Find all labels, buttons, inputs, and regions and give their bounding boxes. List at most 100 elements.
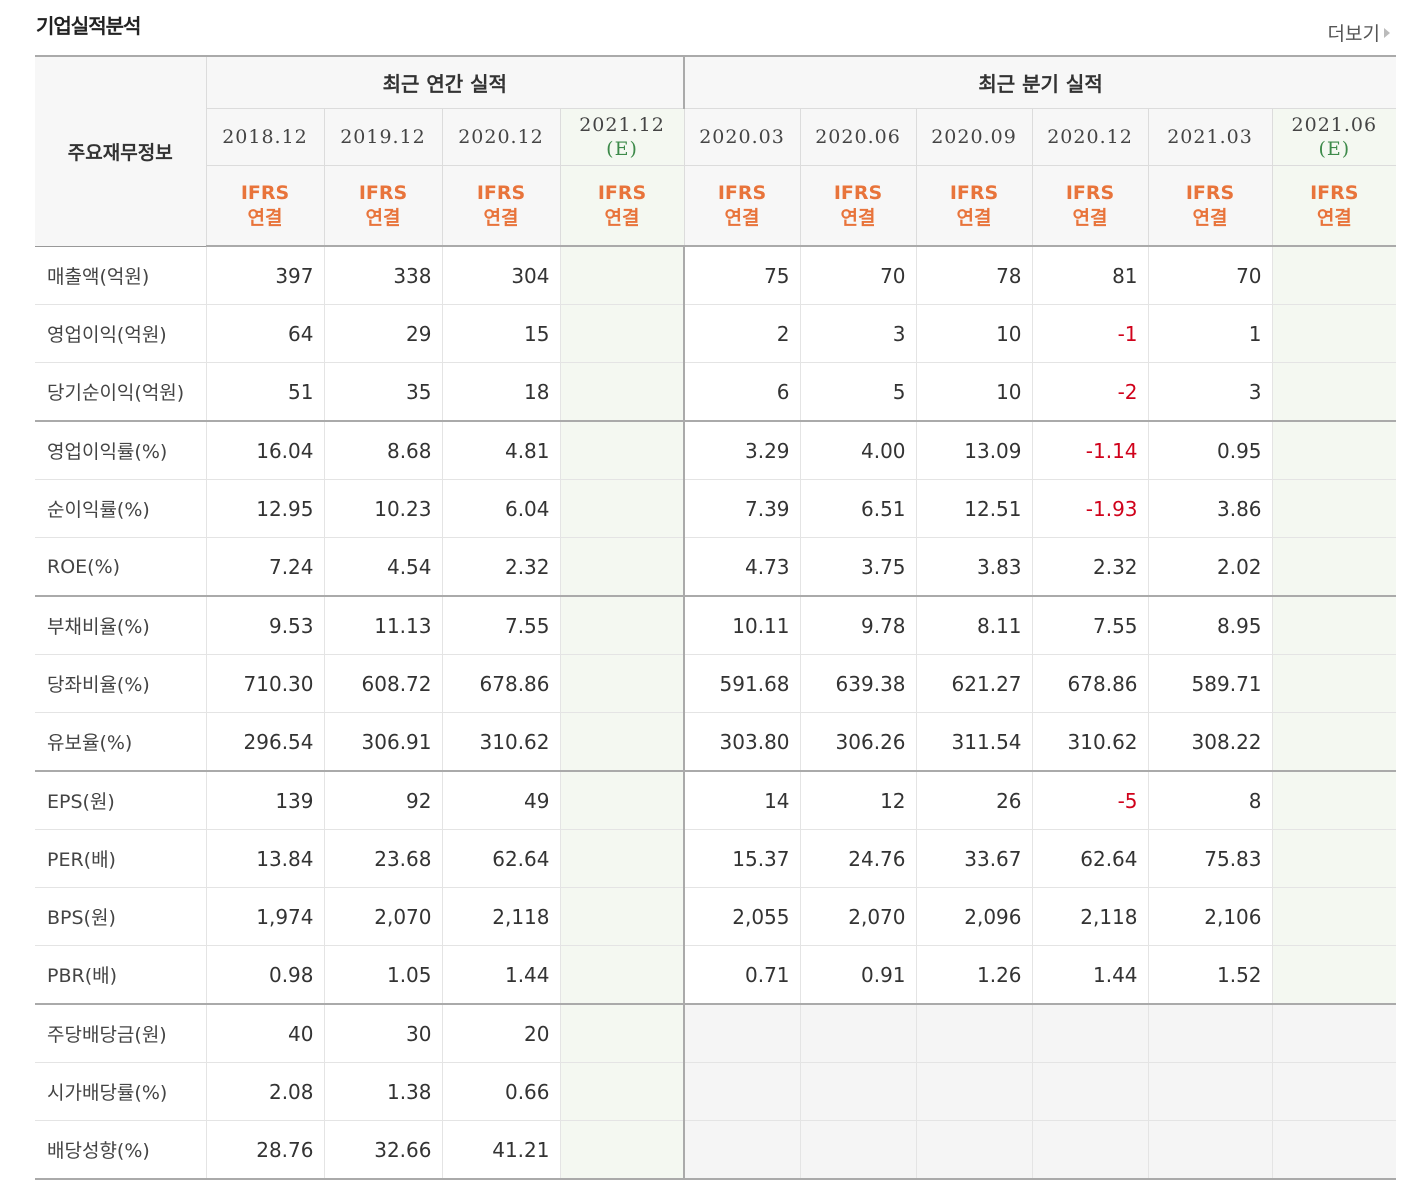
more-link[interactable]: 더보기 xyxy=(1328,19,1390,46)
row-label: 당기순이익(억원) xyxy=(35,362,206,422)
table-cell xyxy=(799,1120,917,1180)
table-row: ROE(%) 7.24 4.54 2.32 4.73 3.75 3.83 2.32 2.02 xyxy=(35,537,1397,597)
table-cell: 75.83 xyxy=(1147,829,1273,888)
table-cell: 639.38 xyxy=(799,654,917,713)
table-cell: 92 xyxy=(323,771,442,830)
table-cell: 589.71 xyxy=(1147,654,1273,713)
table-cell: 9.78 xyxy=(799,596,917,655)
table-cell xyxy=(1271,596,1397,655)
period-label: 2020.12 xyxy=(458,126,544,148)
table-cell: 49 xyxy=(441,771,560,830)
table-cell xyxy=(1031,1120,1149,1180)
table-cell: 608.72 xyxy=(323,654,442,713)
table-cell: 14 xyxy=(683,771,801,830)
table-cell: 12 xyxy=(799,771,917,830)
period-label: 2020.03 xyxy=(699,126,785,148)
row-label: EPS(원) xyxy=(35,771,206,830)
table-cell: 64 xyxy=(205,304,324,363)
ifrs-label: IFRS 연결 xyxy=(441,165,560,247)
table-cell: 26 xyxy=(915,771,1033,830)
table-cell: 18 xyxy=(441,362,560,422)
table-cell: 338 xyxy=(323,246,442,305)
table-cell: 30 xyxy=(323,1004,442,1063)
table-cell: 12.95 xyxy=(205,479,324,538)
table-cell: -1.93 xyxy=(1031,479,1149,538)
ifrs-label: IFRS 연결 xyxy=(915,165,1033,247)
ifrs-label: IFRS 연결 xyxy=(799,165,917,247)
period-label: 2020.09 xyxy=(931,126,1017,148)
table-cell: 2.32 xyxy=(441,537,560,597)
table-cell xyxy=(915,1062,1033,1121)
row-label: PBR(배) xyxy=(35,945,206,1005)
table-row: 배당성향(%) 28.76 32.66 41.21 xyxy=(35,1120,1397,1180)
table-cell xyxy=(559,771,685,830)
row-label: 순이익률(%) xyxy=(35,479,206,538)
table-row: PBR(배) 0.98 1.05 1.44 0.71 0.91 1.26 1.44 1.52 xyxy=(35,945,1397,1005)
table-cell: 32.66 xyxy=(323,1120,442,1180)
table-cell xyxy=(799,1062,917,1121)
table-cell xyxy=(559,596,685,655)
table-cell xyxy=(559,654,685,713)
table-cell: 0.71 xyxy=(683,945,801,1005)
table-cell xyxy=(1271,771,1397,830)
table-cell xyxy=(1271,421,1397,480)
estimate-mark: (E) xyxy=(1318,138,1351,160)
table-cell: 12.51 xyxy=(915,479,1033,538)
row-label: ROE(%) xyxy=(35,537,206,597)
annual-group-header: 최근 연간 실적 xyxy=(205,55,685,109)
table-cell xyxy=(915,1004,1033,1063)
table-cell: 304 xyxy=(441,246,560,305)
table-row: 영업이익(억원) 64 29 15 2 3 10 -1 1 xyxy=(35,304,1397,363)
table-cell: 1.44 xyxy=(1031,945,1149,1005)
period-header-annual-2: 2020.12 xyxy=(441,108,560,166)
table-cell: 591.68 xyxy=(683,654,801,713)
row-label: 배당성향(%) xyxy=(35,1120,206,1180)
table-cell: 13.84 xyxy=(205,829,324,888)
table-cell xyxy=(683,1120,801,1180)
table-cell xyxy=(799,1004,917,1063)
table-cell: 310.62 xyxy=(441,712,560,772)
estimate-mark: (E) xyxy=(606,138,638,160)
period-label: 2021.03 xyxy=(1167,126,1253,148)
table-cell: 4.00 xyxy=(799,421,917,480)
period-header-quarter-1: 2020.06 xyxy=(799,108,917,166)
table-cell xyxy=(559,829,685,888)
period-header-quarter-0: 2020.03 xyxy=(683,108,801,166)
table-cell: 0.98 xyxy=(205,945,324,1005)
table-cell: -1.14 xyxy=(1031,421,1149,480)
table-cell: 303.80 xyxy=(683,712,801,772)
table-cell: 24.76 xyxy=(799,829,917,888)
row-label: 시가배당률(%) xyxy=(35,1062,206,1121)
table-cell: 7.39 xyxy=(683,479,801,538)
table-cell: 306.26 xyxy=(799,712,917,772)
row-label: 영업이익(억원) xyxy=(35,304,206,363)
table-cell: 2,055 xyxy=(683,887,801,946)
table-cell: 0.66 xyxy=(441,1062,560,1121)
row-label: 유보율(%) xyxy=(35,712,206,772)
table-cell xyxy=(559,1120,685,1180)
table-cell xyxy=(1271,246,1397,305)
table-cell: 81 xyxy=(1031,246,1149,305)
table-cell: 2,106 xyxy=(1147,887,1273,946)
table-cell: 1.44 xyxy=(441,945,560,1005)
ifrs-label: IFRS 연결 xyxy=(559,165,685,247)
table-cell: 75 xyxy=(683,246,801,305)
section-title: 기업실적분석 xyxy=(36,14,141,38)
period-header-quarter-4: 2021.03 xyxy=(1147,108,1273,166)
ifrs-label: IFRS 연결 xyxy=(205,165,324,247)
table-cell xyxy=(1271,654,1397,713)
table-cell: 6.04 xyxy=(441,479,560,538)
table-cell: 7.24 xyxy=(205,537,324,597)
table-cell xyxy=(559,421,685,480)
table-cell: -5 xyxy=(1031,771,1149,830)
table-cell: 678.86 xyxy=(441,654,560,713)
table-cell xyxy=(559,1004,685,1063)
table-cell xyxy=(559,246,685,305)
period-header-annual-1: 2019.12 xyxy=(323,108,442,166)
table-cell: 70 xyxy=(799,246,917,305)
table-cell: 3.75 xyxy=(799,537,917,597)
table-cell xyxy=(1271,1004,1397,1063)
table-cell xyxy=(1271,537,1397,597)
period-label: 2018.12 xyxy=(222,126,308,148)
table-cell xyxy=(1271,712,1397,772)
